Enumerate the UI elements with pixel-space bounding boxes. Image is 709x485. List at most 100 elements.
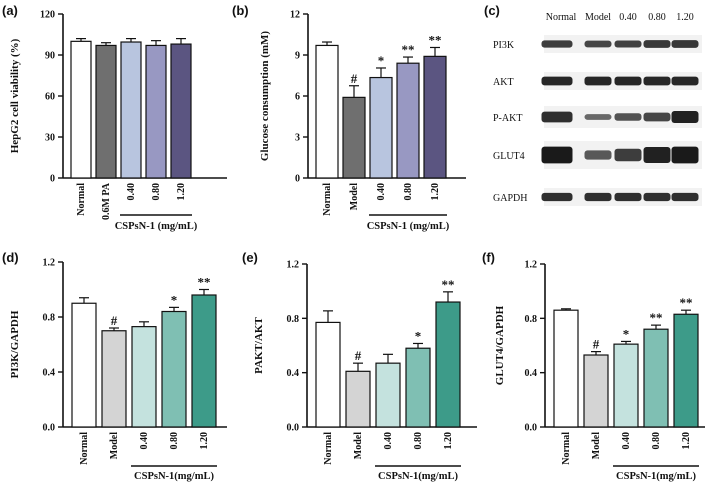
- bar-0-80: [161, 310, 187, 428]
- bar-0-40: [375, 362, 401, 428]
- chart-f-glut4-gapdh: 0.0 0.4 0.8 1.2 GLUT4/GAPDH Normal # Model * 0.40…: [494, 260, 705, 482]
- category-label: 0.40: [383, 432, 394, 450]
- category-label: 1.20: [199, 432, 210, 450]
- blot-band: [584, 76, 612, 86]
- bar-0-40: [131, 326, 157, 428]
- y-tick-label: 6: [295, 92, 300, 103]
- blot-band: [671, 76, 699, 86]
- bar-0-40: [613, 343, 639, 428]
- blot-band: [614, 148, 642, 162]
- panel-label-f: (f): [482, 250, 495, 265]
- bar-1-20: [435, 301, 461, 428]
- category-label: 0.80: [403, 183, 414, 201]
- category-label: 0.80: [413, 432, 424, 450]
- significance-marker: **: [429, 32, 442, 47]
- bar-0-80: [643, 328, 669, 428]
- bar-model: [101, 330, 127, 428]
- blot-band: [584, 40, 612, 48]
- category-label: 1.20: [681, 432, 692, 450]
- blot-band: [541, 40, 573, 48]
- bar-normal: [553, 309, 579, 428]
- y-axis-label: Glucose consumption (mM): [259, 31, 271, 162]
- category-label: Normal: [322, 183, 333, 216]
- blot-band: [643, 112, 671, 122]
- y-tick-label: 0.4: [43, 368, 56, 379]
- panel-label-e: (e): [242, 250, 258, 265]
- bar-normal: [71, 302, 97, 428]
- significance-marker: #: [351, 71, 358, 86]
- blot-band: [584, 192, 612, 202]
- group-label: CSPsN-1(mg/mL): [378, 471, 458, 482]
- blot-band: [671, 111, 699, 123]
- significance-marker: *: [623, 326, 630, 341]
- bar-model: [583, 354, 609, 428]
- panel-label-c: (c): [484, 3, 500, 18]
- blot-band: [643, 40, 671, 48]
- bar-model: [345, 370, 371, 428]
- blot-band: [614, 76, 642, 86]
- blot-band: [643, 192, 671, 202]
- blot-band: [541, 192, 573, 202]
- significance-marker: **: [402, 42, 415, 57]
- y-tick-label: 1.2: [43, 258, 56, 269]
- panel-label-a: (a): [2, 3, 18, 18]
- category-label: Normal: [561, 432, 572, 465]
- blot-column-label: 1.20: [676, 12, 694, 23]
- category-label: 1.20: [430, 183, 441, 201]
- category-label: Normal: [323, 432, 334, 465]
- blot-band: [584, 150, 612, 160]
- bar-1-20: [673, 313, 699, 428]
- significance-marker: **: [198, 275, 211, 290]
- panel-label-a-text: (a): [2, 3, 18, 18]
- significance-marker: **: [442, 277, 455, 292]
- blot-row-label: AKT: [493, 77, 514, 88]
- blot-column-label: 0.80: [648, 12, 666, 23]
- blot-band: [541, 111, 573, 123]
- significance-marker: #: [593, 337, 600, 352]
- y-tick-label: 12: [290, 10, 300, 21]
- y-tick-label: 90: [45, 51, 55, 62]
- blot-column-label: Model: [585, 12, 611, 23]
- category-label: Normal: [76, 183, 87, 216]
- bar-normal: [315, 321, 341, 428]
- panel-label-b-text: (b): [232, 3, 249, 18]
- significance-marker: **: [650, 310, 663, 325]
- blot-band: [643, 147, 671, 163]
- y-tick-label: 0.8: [287, 314, 300, 325]
- blot-column-label: 0.40: [619, 12, 637, 23]
- category-label: 0.40: [376, 183, 387, 201]
- category-label: 0.6M PA: [101, 182, 112, 220]
- significance-marker: **: [680, 295, 693, 310]
- category-label: Model: [349, 183, 360, 210]
- blot-band: [541, 146, 573, 164]
- blot-column-label: Normal: [546, 12, 577, 23]
- category-label: 0.80: [169, 432, 180, 450]
- group-label: CSPsN-1 (mg/mL): [115, 221, 198, 232]
- blot-band: [671, 40, 699, 48]
- y-tick-label: 1.2: [525, 260, 538, 271]
- significance-marker: *: [415, 328, 422, 343]
- y-axis-label: PAKT/AKT: [253, 317, 265, 374]
- blot-row-label: GAPDH: [493, 193, 527, 204]
- y-tick-label: 0.4: [525, 368, 538, 379]
- category-label: 1.20: [443, 432, 454, 450]
- y-tick-label: 0.8: [43, 313, 56, 324]
- bar-1-20: [170, 43, 192, 179]
- y-axis-label: GLUT4/GAPDH: [494, 305, 506, 385]
- category-label: Model: [591, 432, 602, 459]
- category-label: 1.20: [176, 183, 187, 201]
- bar-0-6m-pa: [95, 44, 117, 179]
- y-axis-label: HepG2 cell viability (%): [9, 38, 21, 153]
- significance-marker: #: [111, 313, 118, 328]
- category-label: Model: [353, 432, 364, 459]
- y-tick-label: 0.8: [525, 314, 538, 325]
- blot-band: [614, 192, 642, 202]
- category-label: 0.40: [139, 432, 150, 450]
- category-label: 0.80: [151, 183, 162, 201]
- panel-label-d-text: (d): [2, 250, 19, 265]
- bar-0-40: [120, 41, 142, 179]
- y-tick-label: 0.0: [287, 423, 300, 434]
- bar-0-40: [369, 76, 393, 179]
- group-label: CSPsN-1(mg/mL): [616, 471, 696, 482]
- y-tick-label: 1.2: [287, 260, 300, 271]
